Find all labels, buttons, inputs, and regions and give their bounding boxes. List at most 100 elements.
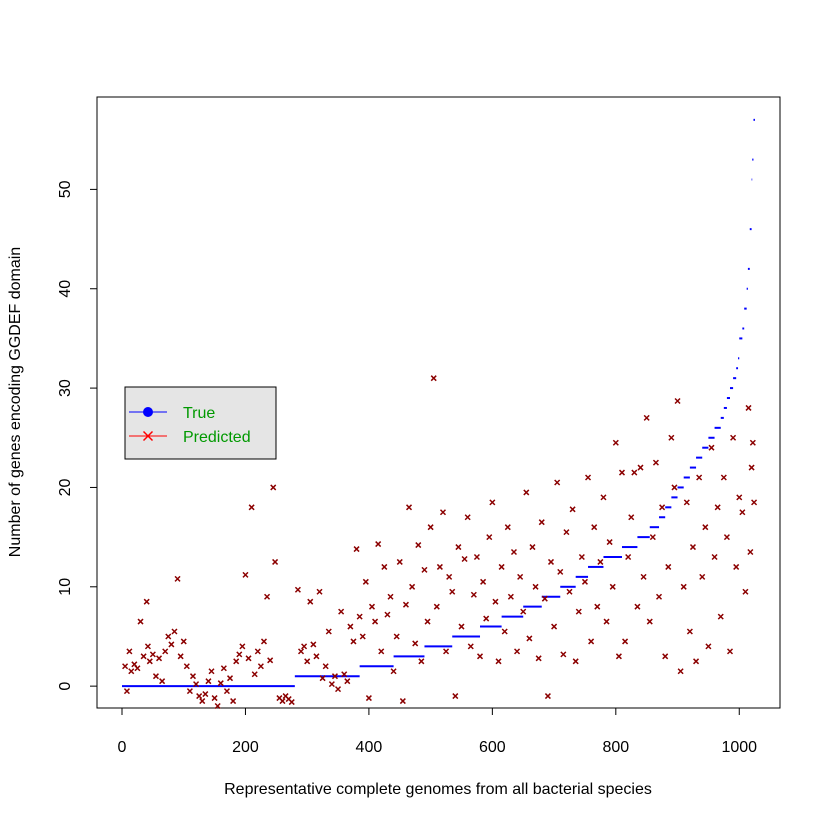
predicted-point [128,668,135,675]
predicted-point [341,671,348,678]
predicted-point [723,534,730,541]
predicted-point [643,414,650,421]
predicted-point [307,598,314,605]
predicted-point [714,504,721,511]
predicted-point [405,504,413,511]
predicted-point [171,628,178,635]
x-tick-label: 0 [118,739,127,756]
predicted-point [134,665,141,672]
predicted-point [325,628,332,635]
predicted-point [220,665,227,672]
predicted-point [239,643,246,650]
predicted-point [205,678,212,685]
predicted-point [304,658,311,665]
predicted-point [538,519,545,526]
predicted-point [162,648,169,655]
predicted-point [217,680,224,687]
predicted-point [316,588,323,595]
predicted-point [541,595,548,602]
predicted-point [165,633,172,640]
predicted-point [443,648,450,655]
predicted-point [387,593,394,600]
predicted-point [122,663,129,670]
predicted-point [628,514,635,521]
predicted-point [152,673,159,680]
predicted-point [581,578,588,585]
predicted-point [470,591,477,598]
predicted-point [514,648,521,655]
predicted-point [211,695,218,702]
predicted-point [717,613,724,620]
predicted-point [634,603,641,610]
predicted-point [347,623,354,630]
predicted-point [495,658,502,665]
predicted-point [331,673,338,680]
predicted-point [264,593,271,600]
predicted-point [749,439,756,446]
predicted-point [572,658,579,665]
x-tick-label: 400 [356,739,383,756]
predicted-point [174,575,181,582]
predicted-point [199,698,206,705]
predicted-point [677,668,684,675]
y-tick-label: 40 [57,280,74,298]
predicted-point [699,573,706,580]
predicted-point [301,643,308,650]
predicted-point [622,638,629,645]
predicted-point [557,568,564,575]
predicted-point [270,484,277,491]
predicted-point [662,653,669,660]
predicted-point [412,640,419,647]
predicted-point [461,555,468,563]
predicted-point [578,553,585,561]
predicted-point [458,623,465,630]
predicted-point [473,553,480,561]
legend-label: True [183,405,215,422]
legend-marker [143,407,153,417]
predicted-point [603,618,610,625]
predicted-point [680,583,687,590]
predicted-point [365,695,372,702]
predicted-point [288,699,295,706]
predicted-point [439,509,447,516]
predicted-point [402,601,409,608]
predicted-point [294,586,301,593]
predicted-point [560,651,567,658]
predicted-point [183,663,190,670]
predicted-point [575,608,582,615]
predicted-point [659,504,666,511]
predicted-point [523,489,530,496]
predicted-point [615,653,622,660]
predicted-point [498,563,505,570]
predicted-point [739,509,746,516]
predicted-point [236,651,243,658]
predicted-point [612,439,619,446]
predicted-point [146,658,153,665]
predicted-point [427,524,434,531]
legend-label: Predicted [183,429,251,446]
predicted-point [455,544,462,551]
predicted-point [223,688,230,695]
y-axis-label: Number of genes encoding GGDEF domain [7,247,24,557]
predicted-point [159,678,166,685]
predicted-point [665,563,672,570]
predicted-point [520,608,527,615]
predicted-point [297,648,305,655]
predicted-point [279,698,286,705]
predicted-point [585,474,592,481]
predicted-point [390,668,397,675]
predicted-point [476,653,484,660]
predicted-point [359,633,366,640]
x-tick-label: 1000 [721,739,757,756]
predicted-point [708,444,715,451]
predicted-point [446,573,453,580]
predicted-point [140,653,147,660]
predicted-point [189,673,197,680]
predicted-point [196,693,203,700]
predicted-point [671,484,678,491]
y-tick-label: 50 [57,180,74,198]
y-tick-label: 30 [57,379,74,397]
predicted-point [483,615,490,622]
predicted-point [510,548,517,556]
predicted-point [631,469,638,476]
